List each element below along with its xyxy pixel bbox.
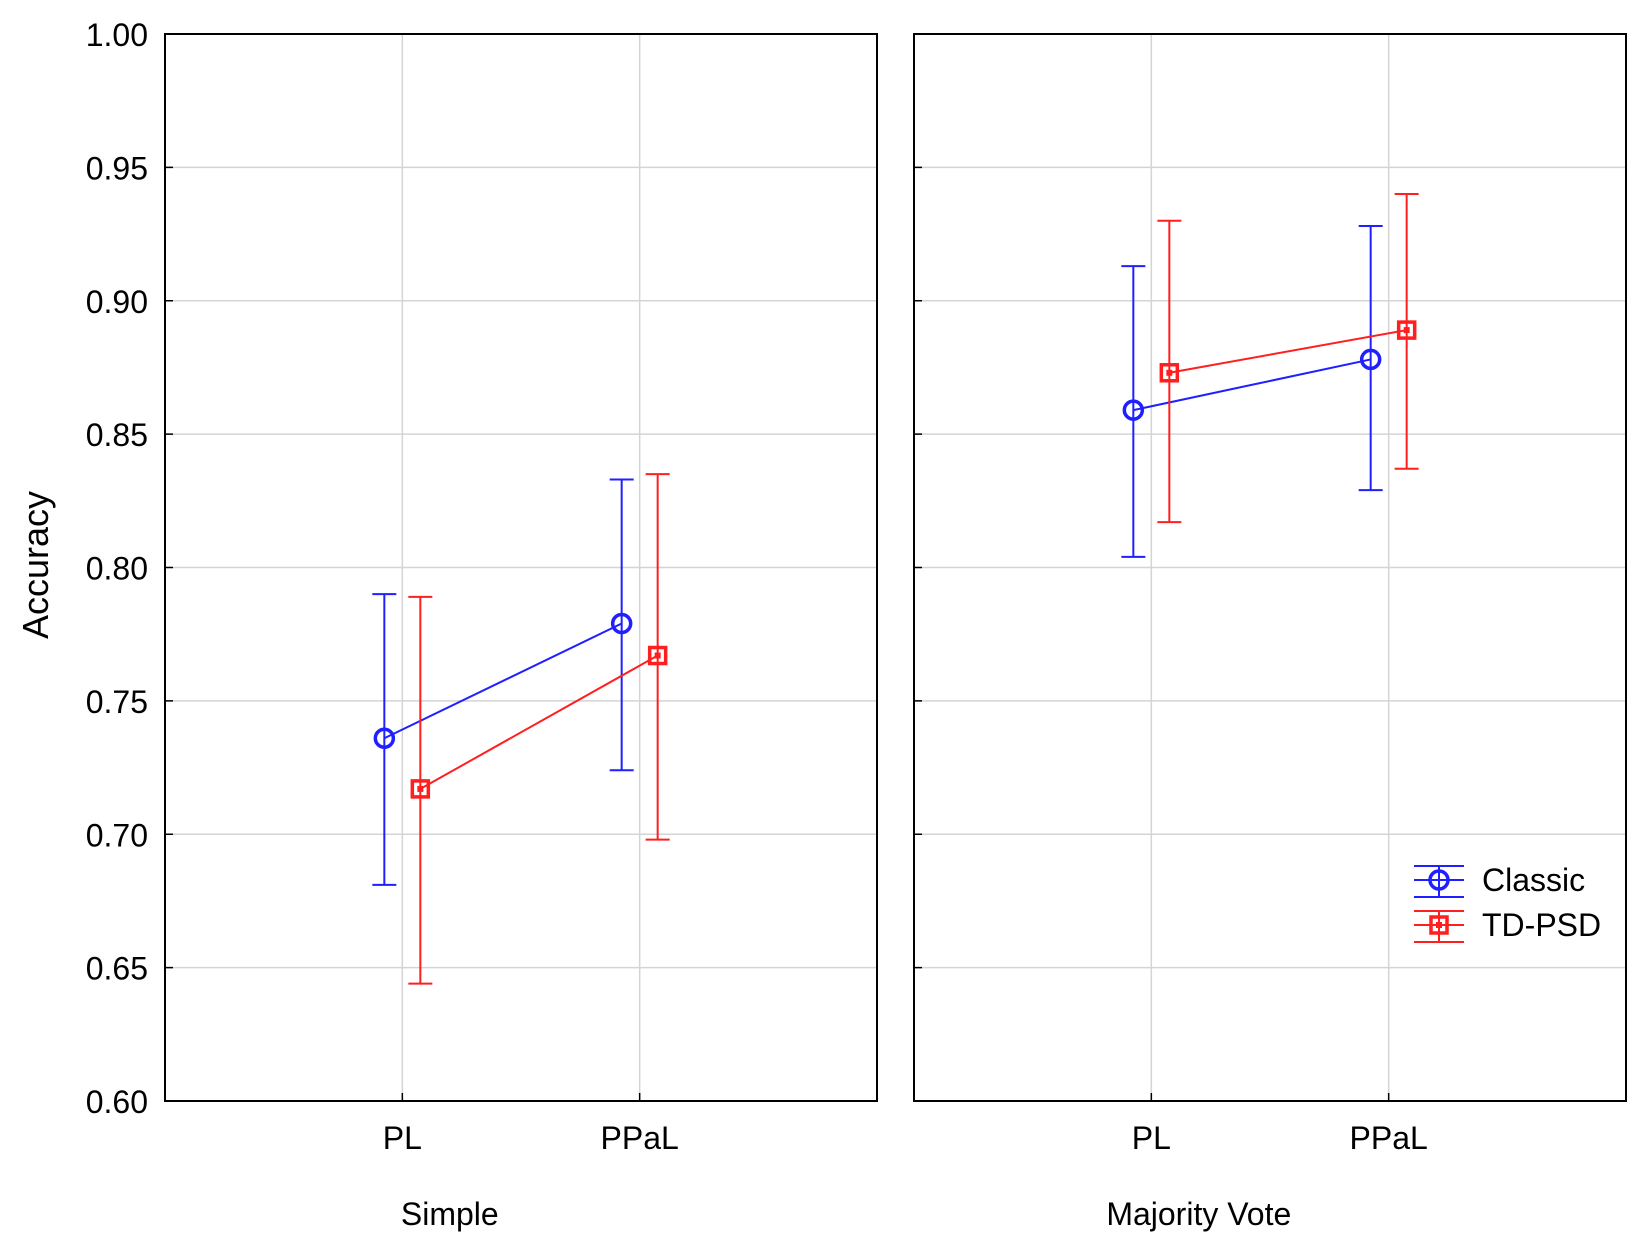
series-classic	[1121, 225, 1383, 558]
y-axis-label: Accuracy	[15, 491, 56, 639]
x-axis-label: Majority Vote	[1106, 1196, 1291, 1232]
series-line	[419, 654, 659, 790]
marker-circle	[1428, 869, 1450, 891]
marker-square-center	[654, 652, 661, 659]
x-axis-label: Simple	[401, 1196, 499, 1232]
legend-label: TD-PSD	[1482, 907, 1601, 943]
y-tick-label: 0.65	[86, 951, 148, 987]
marker-square	[1396, 320, 1417, 340]
y-tick-label: 1.00	[86, 17, 148, 53]
marker-square	[647, 645, 668, 666]
y-axis-ticks: 0.60 0.65 0.70 0.75 0.80 0.85 0.90 0.95 1.00	[86, 17, 148, 1120]
marker-circle	[1122, 399, 1145, 421]
plot-panels: PL PPaL Simple PL PPaL Majority Vote	[164, 33, 1627, 1232]
marker-square	[1159, 363, 1180, 383]
y-tick-label: 0.80	[86, 551, 148, 587]
marker-circle	[610, 612, 633, 635]
marker-circle	[373, 727, 396, 749]
marker-circle	[1359, 348, 1382, 371]
marker-square	[1429, 915, 1449, 935]
panel-2: PL PPaL Majority Vote	[913, 33, 1627, 1232]
y-tick-label: 0.85	[86, 417, 148, 453]
x-tick-label: PPaL	[1350, 1120, 1428, 1156]
marker-square-center	[1403, 327, 1410, 334]
series-line	[1133, 358, 1371, 412]
series-td-psd	[1157, 193, 1419, 524]
legend-label: Classic	[1482, 862, 1585, 898]
marker-square-center	[1166, 369, 1173, 376]
y-tick-label: 0.60	[86, 1084, 148, 1120]
y-tick-label: 0.75	[86, 684, 148, 720]
panel-frame	[913, 33, 1627, 1102]
series-td-psd	[408, 473, 670, 985]
panel-1: PL PPaL Simple	[164, 33, 878, 1232]
x-tick-label: PL	[1132, 1120, 1171, 1156]
x-tick-label: PPaL	[601, 1120, 679, 1156]
legend-item-td-psd: TD-PSD	[1414, 907, 1601, 943]
x-tick-label: PL	[383, 1120, 422, 1156]
marker-square-center	[417, 785, 424, 792]
series-line	[1169, 329, 1407, 374]
series-line	[383, 622, 623, 740]
panel-frame	[164, 33, 878, 1102]
legend-item-classic: Classic	[1414, 862, 1585, 898]
marker-square-center	[1436, 922, 1442, 928]
marker-square	[410, 779, 431, 799]
y-tick-label: 0.95	[86, 150, 148, 186]
y-tick-label: 0.70	[86, 817, 148, 853]
legend: Classic TD-PSD	[1414, 862, 1601, 943]
series-classic	[372, 478, 634, 886]
y-tick-label: 0.90	[86, 284, 148, 320]
